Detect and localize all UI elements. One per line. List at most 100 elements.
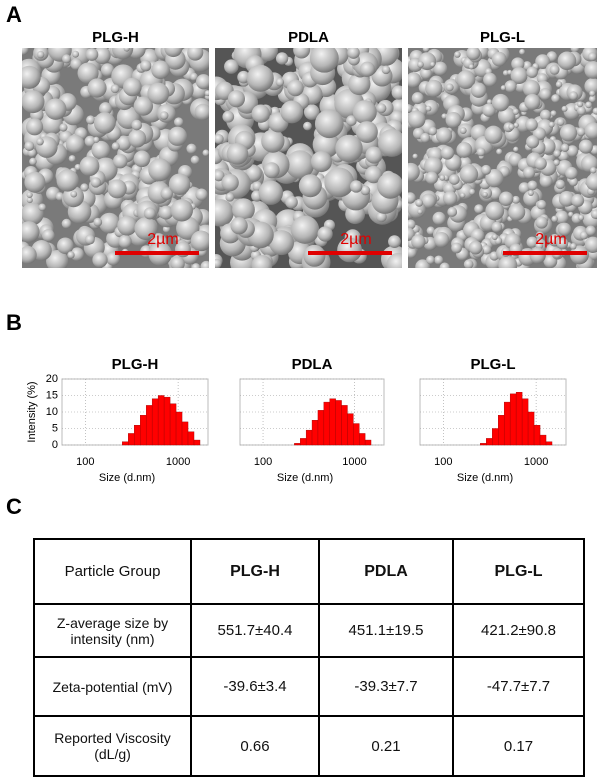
- particle: [22, 245, 37, 264]
- y-tick-label: 10: [46, 406, 58, 418]
- particle: [56, 169, 79, 192]
- particle: [474, 204, 484, 214]
- particle: [79, 156, 100, 177]
- particle: [200, 260, 209, 268]
- particle: [287, 79, 304, 97]
- particle: [535, 54, 551, 70]
- particle: [557, 51, 577, 71]
- x-tick-label: 1000: [524, 456, 548, 468]
- particle: [470, 82, 487, 98]
- particle: [584, 236, 597, 253]
- particle: [439, 262, 450, 268]
- particle: [526, 236, 538, 248]
- particle: [569, 177, 578, 187]
- particle: [445, 112, 462, 128]
- bar: [359, 433, 366, 446]
- particle: [415, 199, 423, 207]
- particle: [476, 147, 486, 157]
- particle: [539, 174, 553, 188]
- bar: [163, 396, 171, 446]
- particle: [303, 244, 326, 267]
- particle: [481, 164, 492, 175]
- bar: [498, 415, 505, 446]
- particle: [535, 231, 544, 240]
- scale-label: 2µm: [340, 231, 371, 248]
- particle: [425, 105, 432, 112]
- particle: [584, 77, 597, 95]
- particle: [486, 99, 493, 105]
- particle: [215, 169, 225, 182]
- chart-title: PLG-L: [471, 356, 516, 373]
- particle: [579, 231, 589, 240]
- particle: [225, 192, 235, 202]
- particle: [491, 234, 498, 240]
- particle: [425, 171, 439, 185]
- bar: [169, 403, 177, 446]
- particle: [502, 70, 509, 76]
- particle: [170, 256, 185, 268]
- table-cell: -47.7±7.7: [452, 656, 585, 717]
- particle: [534, 157, 547, 170]
- particle: [84, 135, 96, 147]
- particle: [251, 104, 270, 123]
- header-cell: PDLA: [318, 538, 454, 605]
- particle: [558, 190, 575, 207]
- particle: [38, 203, 46, 212]
- particle: [548, 121, 555, 128]
- particle: [411, 234, 426, 249]
- bar: [300, 438, 307, 446]
- particle: [93, 112, 116, 134]
- particle: [164, 48, 183, 58]
- bar: [486, 438, 493, 446]
- particle: [526, 66, 538, 78]
- particle: [204, 90, 209, 97]
- particle: [99, 102, 112, 116]
- particle: [56, 237, 74, 255]
- particle: [577, 101, 584, 108]
- bar: [122, 441, 129, 446]
- particle: [111, 142, 120, 151]
- particle: [195, 74, 209, 90]
- particle: [425, 79, 443, 98]
- image-title: PLG-H: [92, 29, 139, 46]
- bar: [545, 441, 553, 446]
- particle: [317, 226, 333, 242]
- particle: [275, 77, 285, 87]
- particle: [483, 72, 497, 87]
- particle: [226, 143, 249, 165]
- particle: [557, 222, 572, 236]
- particle: [558, 150, 569, 162]
- particle: [584, 61, 597, 79]
- particle: [553, 149, 561, 158]
- particle: [293, 48, 311, 59]
- particle: [556, 237, 569, 250]
- table-cell: -39.6±3.4: [190, 656, 320, 717]
- particle: [578, 214, 585, 221]
- particle: [560, 143, 570, 152]
- x-tick-label: 100: [434, 456, 452, 468]
- particle: [290, 215, 320, 244]
- bar: [181, 421, 189, 446]
- table-row: Reported Viscosity (dL/g) 0.66 0.21 0.17: [33, 715, 585, 777]
- bar: [128, 433, 135, 446]
- particle: [41, 229, 55, 242]
- particle: [364, 165, 383, 184]
- particle: [561, 105, 568, 112]
- particle: [86, 115, 96, 125]
- particle: [191, 263, 201, 268]
- row-label: Z-average size by intensity (nm): [33, 603, 192, 658]
- particle: [381, 65, 391, 75]
- table-row: Z-average size by intensity (nm) 551.7±40…: [33, 603, 585, 658]
- particle: [539, 88, 552, 101]
- particle: [117, 215, 138, 236]
- particle: [565, 166, 578, 180]
- particle: [134, 217, 158, 240]
- particle: [377, 172, 402, 199]
- particle: [377, 129, 402, 157]
- x-axis-label: Size (d.nm): [277, 472, 333, 484]
- particle: [110, 84, 120, 94]
- particle: [227, 90, 246, 108]
- bar: [329, 398, 336, 446]
- bar: [521, 398, 529, 446]
- particle: [485, 201, 505, 221]
